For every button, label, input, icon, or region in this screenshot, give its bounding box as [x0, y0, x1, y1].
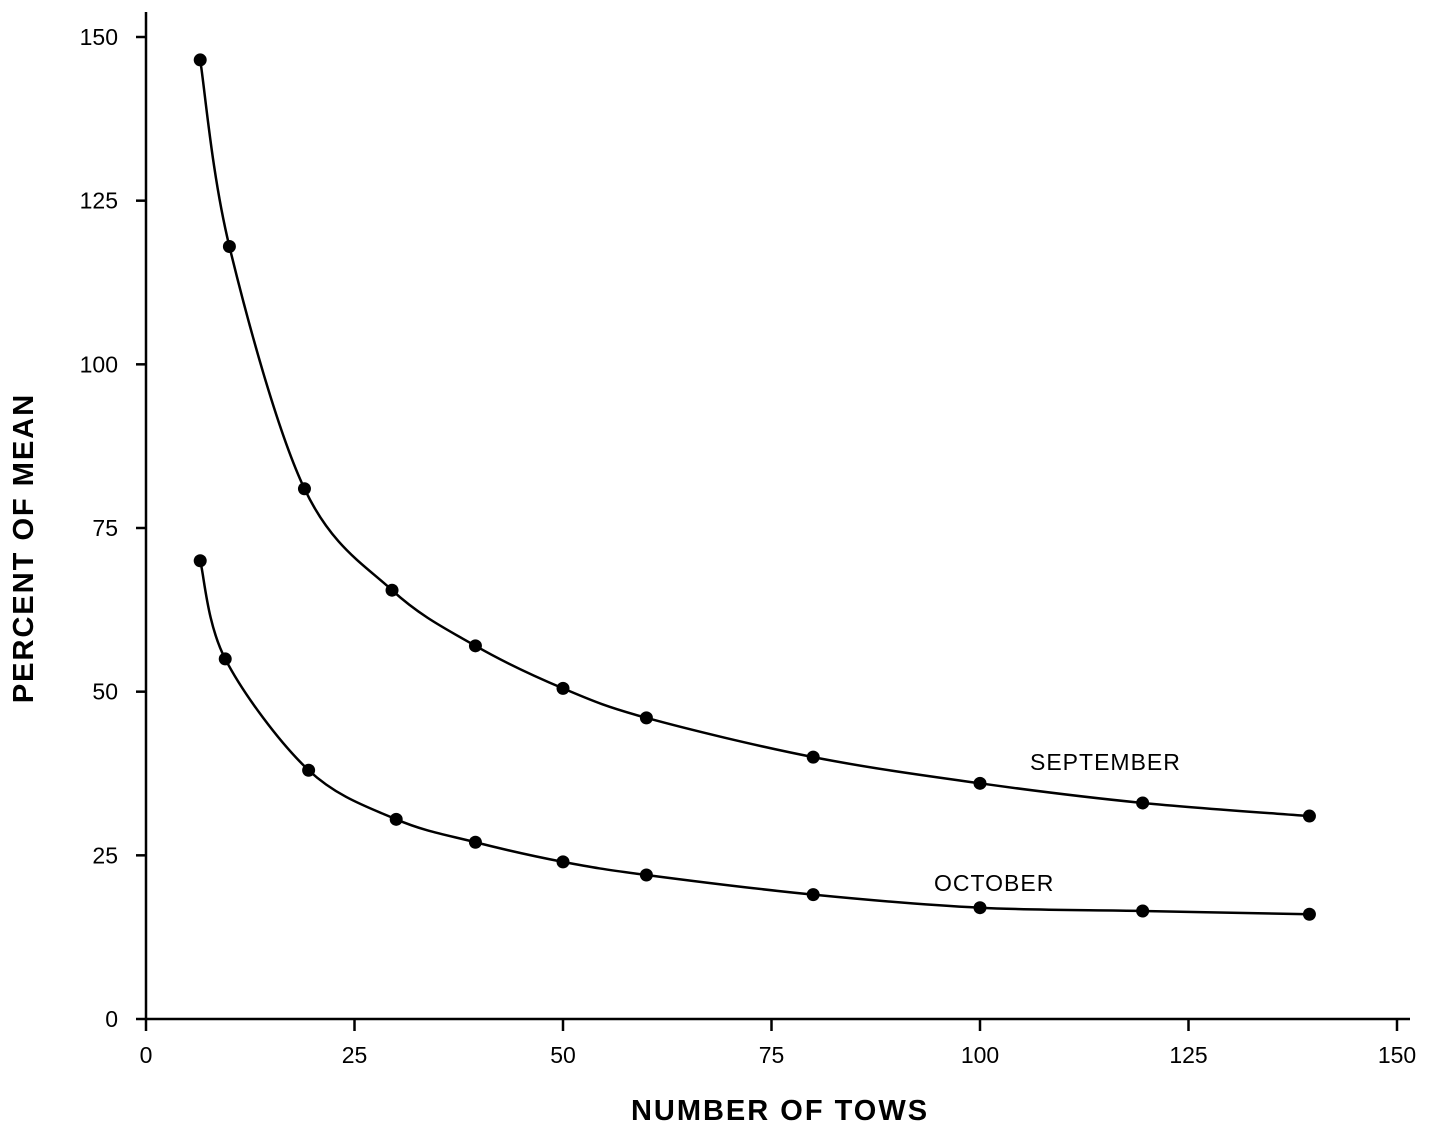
x-tick-label: 50	[550, 1042, 576, 1068]
data-point	[556, 681, 570, 695]
y-tick-label: 25	[92, 842, 118, 868]
y-tick-label: 100	[80, 351, 118, 377]
data-point	[297, 482, 311, 496]
series-layer: SEPTEMBER OCTOBER	[193, 53, 1316, 921]
data-point	[193, 53, 207, 67]
data-point	[639, 711, 653, 725]
data-point	[1136, 904, 1150, 918]
series-line	[198, 59, 1310, 818]
y-tick-label: 125	[80, 188, 118, 214]
x-tick-label: 100	[961, 1042, 999, 1068]
series-october: OCTOBER	[193, 554, 1316, 921]
data-point	[302, 763, 316, 777]
series-line	[198, 560, 1310, 916]
data-point	[639, 868, 653, 882]
x-tick-label: 0	[140, 1042, 153, 1068]
y-tick-label: 75	[92, 515, 118, 541]
y-tick-label: 0	[105, 1006, 118, 1032]
series-september: SEPTEMBER	[193, 53, 1316, 823]
axes: 0 25 50 75 100 125 150 0 25 50 75 100 125 150	[80, 12, 1416, 1068]
x-tick-label: 125	[1169, 1042, 1207, 1068]
data-point	[806, 750, 820, 764]
data-point	[218, 652, 232, 666]
x-tick-label: 25	[342, 1042, 368, 1068]
series-label: SEPTEMBER	[1030, 749, 1181, 775]
x-axis-title: NUMBER OF TOWS	[631, 1095, 929, 1127]
data-point	[468, 835, 482, 849]
data-point	[1302, 907, 1316, 921]
series-label: OCTOBER	[934, 870, 1054, 896]
data-point	[556, 855, 570, 869]
data-point	[193, 554, 207, 568]
y-tick-label: 50	[92, 679, 118, 705]
y-axis-title: PERCENT OF MEAN	[8, 393, 40, 703]
x-tick-label: 150	[1378, 1042, 1416, 1068]
data-point	[385, 583, 399, 597]
data-point	[973, 776, 987, 790]
data-point	[222, 239, 236, 253]
data-point	[389, 812, 403, 826]
data-point	[1136, 796, 1150, 810]
data-point	[806, 888, 820, 902]
y-tick-label: 150	[80, 24, 118, 50]
data-point	[1302, 809, 1316, 823]
data-point	[973, 901, 987, 915]
x-tick-label: 75	[759, 1042, 785, 1068]
data-point	[468, 639, 482, 653]
